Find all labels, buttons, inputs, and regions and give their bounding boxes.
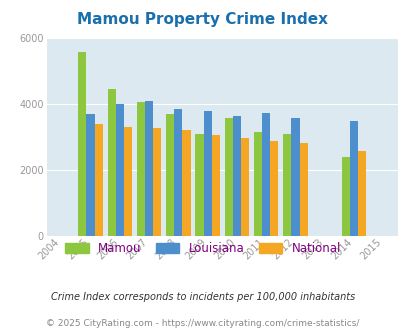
Bar [349, 121, 357, 236]
Bar [94, 124, 102, 236]
Bar [224, 118, 232, 236]
Bar [78, 52, 86, 236]
Bar [262, 113, 270, 236]
Bar [341, 157, 349, 236]
Bar [107, 89, 115, 236]
Bar [195, 134, 203, 236]
Legend: Mamou, Louisiana, National: Mamou, Louisiana, National [60, 237, 345, 260]
Bar [270, 141, 278, 236]
Bar [291, 118, 299, 236]
Bar [145, 101, 153, 236]
Bar [211, 135, 220, 236]
Bar [136, 102, 145, 236]
Bar [282, 134, 291, 236]
Bar [299, 143, 307, 236]
Bar [86, 114, 94, 236]
Bar [203, 111, 211, 236]
Bar [153, 128, 161, 236]
Bar [166, 114, 174, 236]
Bar [174, 109, 182, 236]
Bar [253, 132, 262, 236]
Text: © 2025 CityRating.com - https://www.cityrating.com/crime-statistics/: © 2025 CityRating.com - https://www.city… [46, 319, 359, 328]
Text: Crime Index corresponds to incidents per 100,000 inhabitants: Crime Index corresponds to incidents per… [51, 292, 354, 302]
Bar [232, 116, 241, 236]
Bar [182, 130, 190, 236]
Bar [241, 138, 249, 236]
Bar [124, 127, 132, 236]
Bar [357, 151, 365, 236]
Text: Mamou Property Crime Index: Mamou Property Crime Index [77, 12, 328, 26]
Bar [115, 104, 124, 236]
